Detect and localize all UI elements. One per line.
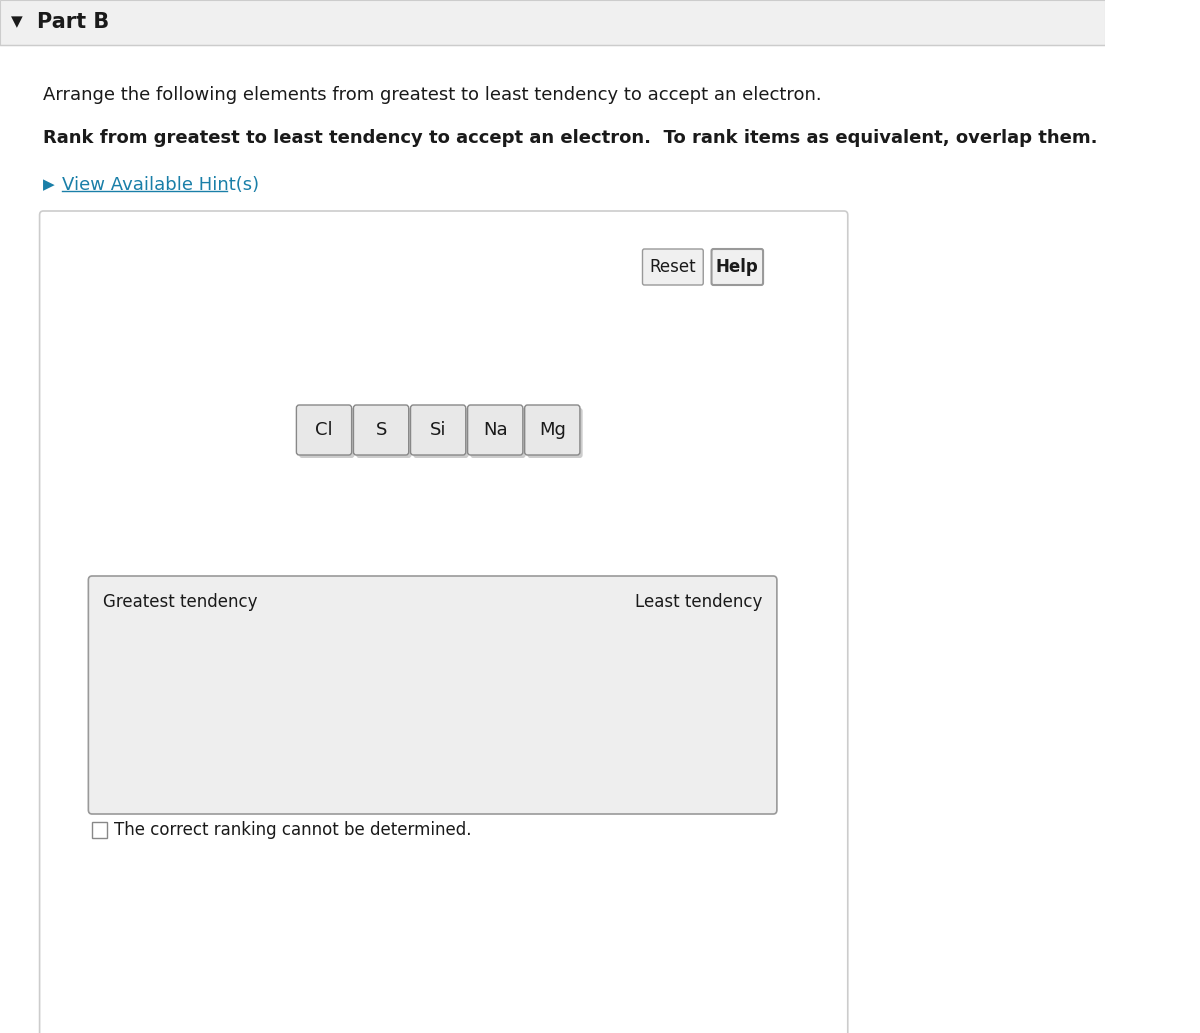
FancyBboxPatch shape xyxy=(470,408,526,458)
Text: Least tendency: Least tendency xyxy=(635,593,762,611)
Text: ▼: ▼ xyxy=(11,14,23,30)
Bar xyxy=(92,822,107,838)
Text: Cl: Cl xyxy=(316,421,332,439)
FancyBboxPatch shape xyxy=(0,0,1104,45)
Text: ▶: ▶ xyxy=(43,178,55,192)
Text: S: S xyxy=(376,421,386,439)
Text: Arrange the following elements from greatest to least tendency to accept an elec: Arrange the following elements from grea… xyxy=(43,86,822,104)
Text: Mg: Mg xyxy=(539,421,565,439)
Text: Si: Si xyxy=(430,421,446,439)
FancyBboxPatch shape xyxy=(89,576,776,814)
Text: Greatest tendency: Greatest tendency xyxy=(103,593,258,611)
FancyBboxPatch shape xyxy=(410,405,466,455)
FancyBboxPatch shape xyxy=(528,408,583,458)
Text: View Available Hint(s): View Available Hint(s) xyxy=(61,176,259,194)
FancyBboxPatch shape xyxy=(40,211,847,1033)
FancyBboxPatch shape xyxy=(642,249,703,285)
FancyBboxPatch shape xyxy=(299,408,354,458)
FancyBboxPatch shape xyxy=(356,408,412,458)
FancyBboxPatch shape xyxy=(413,408,468,458)
Text: Reset: Reset xyxy=(649,258,696,276)
FancyBboxPatch shape xyxy=(524,405,580,455)
Text: Rank from greatest to least tendency to accept an electron.  To rank items as eq: Rank from greatest to least tendency to … xyxy=(43,129,1098,147)
FancyBboxPatch shape xyxy=(296,405,352,455)
Text: Na: Na xyxy=(482,421,508,439)
Text: Help: Help xyxy=(716,258,758,276)
FancyBboxPatch shape xyxy=(468,405,523,455)
FancyBboxPatch shape xyxy=(712,249,763,285)
Text: The correct ranking cannot be determined.: The correct ranking cannot be determined… xyxy=(114,821,472,839)
Text: Part B: Part B xyxy=(37,12,109,32)
FancyBboxPatch shape xyxy=(354,405,409,455)
